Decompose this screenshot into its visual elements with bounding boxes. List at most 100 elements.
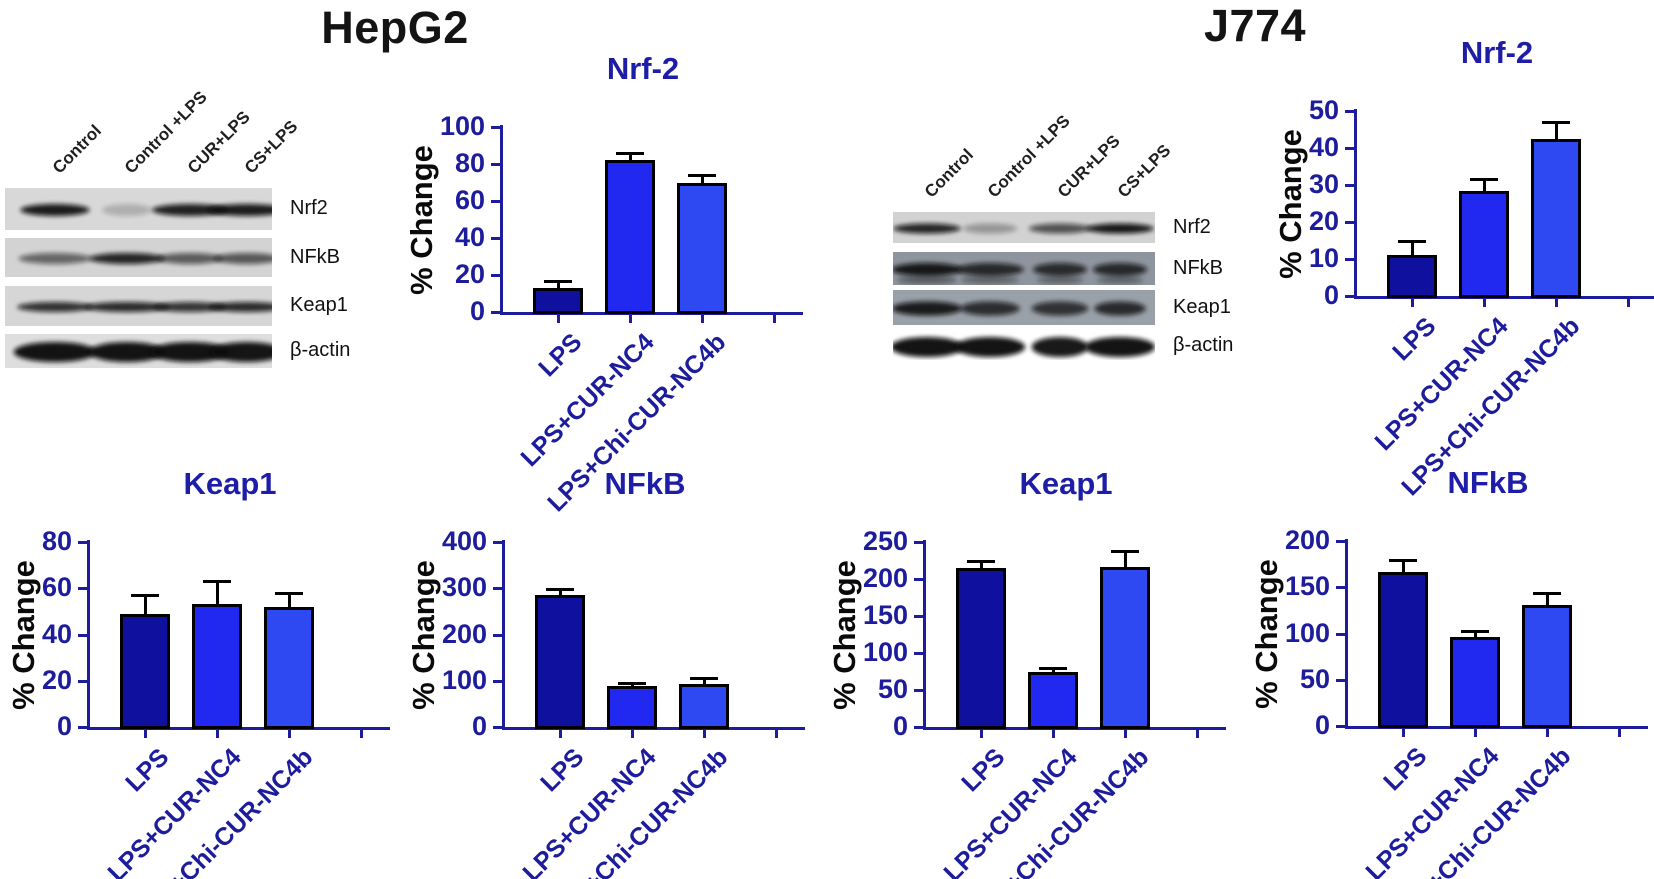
- y-tick: [1336, 725, 1346, 728]
- bar: [192, 604, 242, 729]
- blot-band: [207, 204, 287, 216]
- y-tick-label: 100: [1284, 617, 1330, 648]
- y-tick-label: 0: [1314, 710, 1330, 740]
- error-bar: [288, 592, 291, 611]
- blot-band: [102, 204, 152, 216]
- blot-row-label: Nrf2: [1173, 215, 1211, 238]
- x-category-label: LPS: [1378, 742, 1433, 797]
- error-bar-cap: [1461, 629, 1489, 633]
- bar: [677, 182, 727, 314]
- x-tick: [1402, 729, 1405, 737]
- y-tick-label: 80: [41, 526, 72, 556]
- y-tick-label: 200: [1284, 525, 1330, 555]
- x-tick: [1627, 299, 1630, 307]
- x-tick: [216, 730, 219, 738]
- y-tick: [493, 587, 503, 591]
- blot-band-layer: [18, 253, 280, 264]
- blot-band: [84, 302, 170, 312]
- blot-band: [960, 301, 1020, 316]
- blot-strip: [5, 286, 285, 326]
- y-tick: [491, 237, 501, 240]
- y-axis-line: [1345, 539, 1348, 729]
- blot-band: [18, 253, 92, 264]
- y-tick: [78, 587, 88, 591]
- y-tick-label: 400: [441, 526, 487, 556]
- blot-band: [210, 342, 284, 362]
- error-bar: [1555, 122, 1558, 143]
- y-tick-label: 40: [41, 618, 72, 649]
- x-tick: [288, 730, 291, 738]
- y-axis-line: [87, 540, 90, 730]
- y-tick: [1336, 540, 1346, 543]
- error-bar: [1402, 559, 1405, 577]
- error-bar-cap: [544, 280, 572, 284]
- bar-chart-hepg2-nrf2: Nrf-2% Change 0 20 40 60 80 100 LPS LPS+CUR-NC4 L…: [403, 47, 833, 517]
- blot-band: [89, 253, 165, 264]
- blot-band-secondary: [961, 276, 1019, 284]
- y-tick-label: 200: [441, 618, 487, 649]
- chart-title: Nrf-2: [606, 51, 680, 86]
- y-tick-label: 150: [1284, 571, 1330, 602]
- y-tick-label: 0: [471, 711, 487, 741]
- error-bar-cap: [1533, 591, 1561, 595]
- y-tick-label: 0: [1323, 280, 1339, 310]
- blot-row-label: Nrf2: [290, 197, 328, 219]
- y-tick-label: 200: [862, 563, 908, 593]
- error-bar: [1546, 592, 1549, 609]
- error-bar-cap: [131, 594, 159, 598]
- blot-band: [1093, 263, 1147, 276]
- bar: [1522, 604, 1572, 728]
- blot-band: [1031, 337, 1089, 357]
- x-tick: [557, 315, 560, 323]
- bar-chart-j774-nrf2: Nrf-2% Change 0 10 20 30 40 50 LPS LPS+CUR-NC4 LP…: [1257, 31, 1654, 501]
- lane-label: CS+LPS: [1113, 140, 1175, 202]
- y-tick-label: 20: [1308, 206, 1339, 236]
- x-tick: [703, 730, 706, 738]
- y-tick: [491, 126, 501, 129]
- y-tick: [1345, 258, 1355, 261]
- error-bar-cap: [1039, 666, 1067, 670]
- y-tick: [491, 311, 501, 314]
- error-bar: [701, 175, 704, 187]
- error-bar-cap: [546, 588, 574, 592]
- blot-band: [1028, 223, 1092, 234]
- x-category-label: LPS: [535, 743, 590, 798]
- y-tick: [1336, 678, 1346, 682]
- blot-band-layer: [893, 223, 1154, 234]
- blot-band: [153, 302, 227, 312]
- blot-band-layer: [20, 204, 287, 216]
- bar-chart-j774-nfkb: NFkB% Change 0 50 100 150 200 LPS LPS+CUR-NC4 LP…: [1248, 461, 1654, 879]
- y-tick-label: 50: [1299, 663, 1330, 694]
- chart-title: NFkB: [1447, 465, 1529, 500]
- y-tick: [1345, 295, 1355, 298]
- error-bar-cap: [203, 580, 231, 584]
- y-tick-label: 100: [439, 111, 485, 141]
- y-tick: [1345, 110, 1355, 113]
- error-bar-cap: [967, 559, 995, 563]
- bar: [264, 606, 314, 729]
- x-tick: [1124, 730, 1127, 738]
- error-bar-cap: [688, 174, 716, 178]
- blot-strip: [5, 188, 287, 230]
- error-bar-cap: [616, 151, 644, 155]
- blot-row-label: β-actin: [1173, 334, 1234, 356]
- bar: [1378, 572, 1428, 728]
- blot-band: [1094, 301, 1146, 316]
- y-tick-label: 80: [454, 148, 485, 178]
- y-tick-label: 30: [1308, 169, 1339, 199]
- blot-band: [20, 204, 90, 216]
- lane-label: Control: [48, 121, 106, 178]
- y-tick: [1345, 221, 1355, 224]
- y-tick-label: 250: [862, 526, 908, 556]
- blot-band: [891, 263, 963, 276]
- error-bar: [980, 560, 983, 572]
- error-bar: [559, 589, 562, 600]
- y-tick-label: 150: [862, 600, 908, 630]
- error-bar: [144, 595, 147, 618]
- x-tick: [1618, 729, 1621, 737]
- bar-chart-hepg2-keap1: Keap1% Change 0 20 40 60 80 LPS LPS+CUR-NC4 LPS+…: [0, 462, 420, 879]
- y-tick: [914, 578, 924, 581]
- blot-row-label: Keap1: [1173, 295, 1231, 318]
- blot-strip: [893, 212, 1155, 243]
- blot-band: [963, 223, 1017, 234]
